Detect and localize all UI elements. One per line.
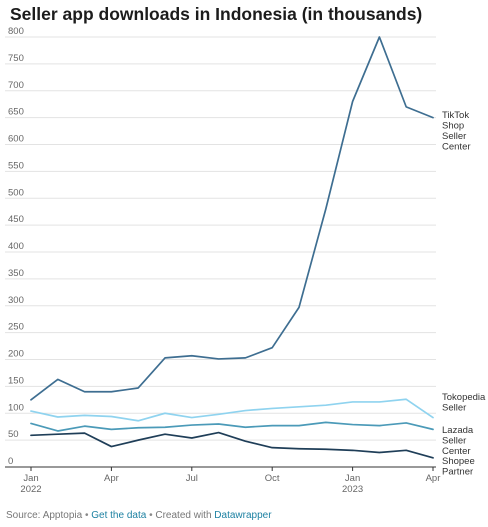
series-line-tokopedia-seller xyxy=(30,398,434,422)
series-labels: TikTok Shop Seller Center Tokopedia Seller Laz… xyxy=(442,110,486,478)
gridlines xyxy=(5,36,436,468)
series-line-tiktok-shop-seller-center xyxy=(30,36,434,401)
y-tick-label: 800 xyxy=(8,26,24,37)
y-tick-label: 550 xyxy=(8,160,24,171)
y-tick-label: 150 xyxy=(8,375,24,386)
datawrapper-link[interactable]: Datawrapper xyxy=(214,510,272,521)
series-line-shopee-partner xyxy=(30,431,434,459)
x-tick-label: Jul xyxy=(186,473,198,484)
y-tick-label: 750 xyxy=(8,53,24,64)
x-tick-label: Apr xyxy=(104,473,119,484)
x-tick-label: Apr xyxy=(426,473,441,484)
get-data-link[interactable]: Get the data xyxy=(91,510,147,521)
x-tick-label: Oct xyxy=(265,473,280,484)
series-label-shopee-partner: Shopee Partner xyxy=(442,456,475,478)
footer-separator: • xyxy=(149,510,153,521)
series-lines xyxy=(30,36,434,459)
x-axis-tick-labels: Jan 2022 Apr Jul Oct Jan 2023 Apr xyxy=(20,467,440,495)
series-label-tiktok-shop-seller-center: TikTok Shop Seller Center xyxy=(442,110,471,153)
created-with-text: Created with xyxy=(155,510,212,521)
source-text: Source: Apptopia xyxy=(6,510,83,521)
x-tick-label: Jan 2022 xyxy=(20,473,41,495)
series-line-lazada-seller-center xyxy=(30,421,434,432)
y-tick-label: 500 xyxy=(8,187,24,198)
y-tick-label: 350 xyxy=(8,268,24,279)
y-axis-tick-labels: 0 50 100 150 200 250 300 350 400 450 500 550 600 650 7… xyxy=(8,26,24,467)
chart-footer: Source: Apptopia • Get the data • Create… xyxy=(6,510,272,521)
x-tick-label: Jan 2023 xyxy=(342,473,363,495)
y-tick-label: 200 xyxy=(8,349,24,360)
y-tick-label: 650 xyxy=(8,107,24,118)
y-tick-label: 250 xyxy=(8,322,24,333)
y-tick-label: 0 xyxy=(8,456,13,467)
y-tick-label: 600 xyxy=(8,134,24,145)
chart-title: Seller app downloads in Indonesia (in th… xyxy=(10,4,423,24)
series-label-lazada-seller-center: Lazada Seller Center xyxy=(442,425,474,457)
y-tick-label: 300 xyxy=(8,295,24,306)
y-tick-label: 400 xyxy=(8,241,24,252)
y-tick-label: 700 xyxy=(8,80,24,91)
y-tick-label: 450 xyxy=(8,214,24,225)
footer-separator: • xyxy=(84,510,89,521)
series-label-tokopedia-seller: Tokopedia Seller xyxy=(442,392,486,414)
y-tick-label: 100 xyxy=(8,402,24,413)
y-tick-label: 50 xyxy=(8,429,19,440)
